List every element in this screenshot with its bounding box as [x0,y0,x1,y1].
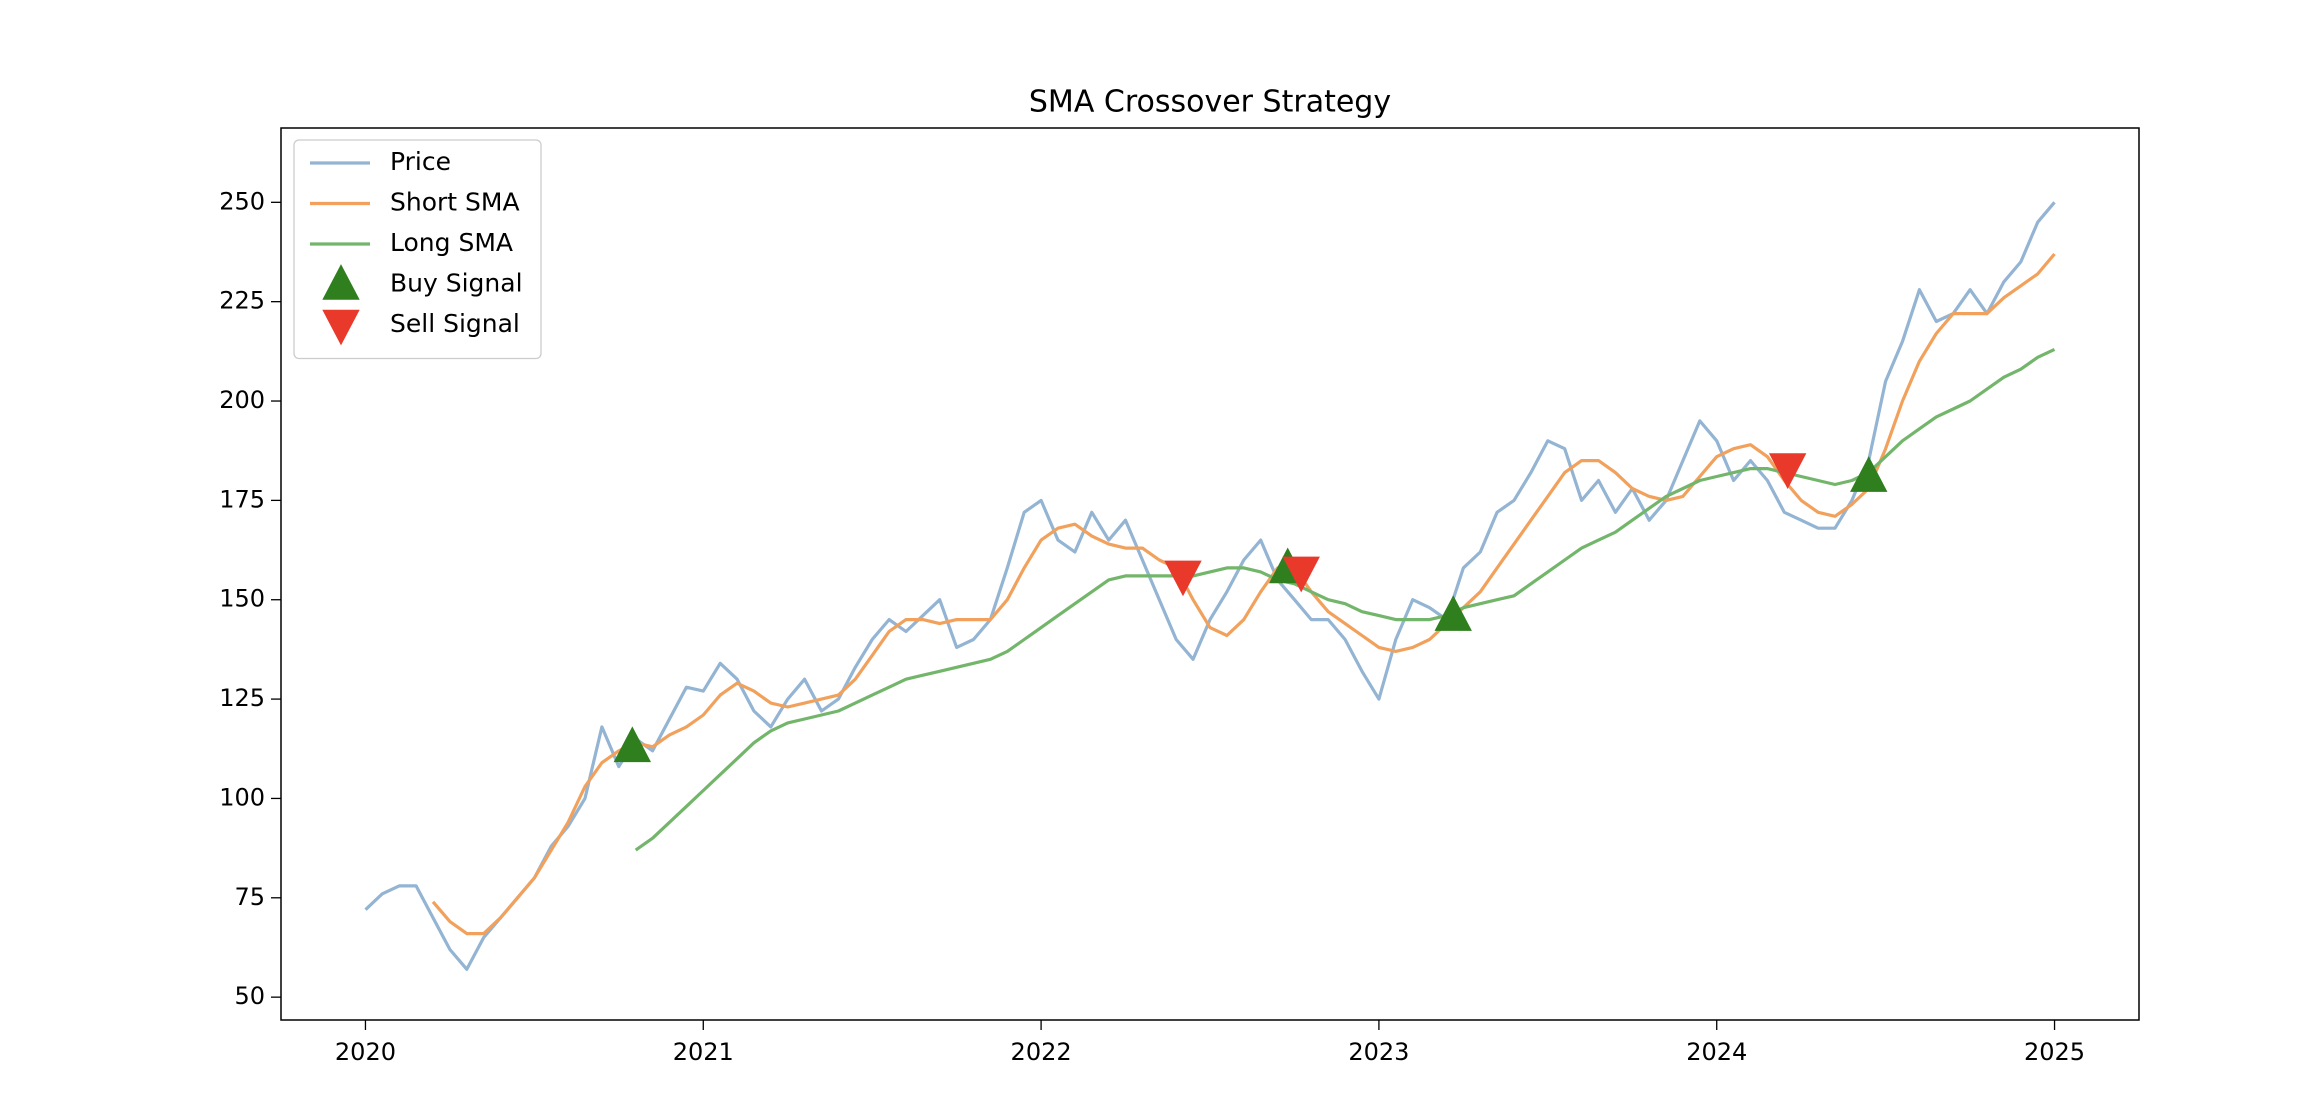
signal-marker [1768,453,1807,489]
y-tick-label: 50 [234,982,265,1010]
x-tick-label: 2021 [673,1038,734,1066]
y-tick-label: 150 [219,585,265,613]
x-tick-label: 2023 [1348,1038,1409,1066]
legend-label: Short SMA [390,188,520,217]
y-tick-label: 200 [219,386,265,414]
y-tick-label: 75 [234,883,265,911]
legend-box [293,139,542,360]
legend-marker [322,264,360,300]
legend-label: Buy Signal [390,269,523,298]
signal-marker [613,726,652,763]
signal-marker [1282,556,1320,593]
y-tick-label: 250 [219,187,265,215]
legend-label: Price [390,147,451,176]
y-tick-label: 225 [219,287,265,315]
y-tick-label: 125 [219,684,265,712]
legend-label: Long SMA [390,228,513,257]
signal-marker [1164,560,1202,597]
x-tick-label: 2025 [2024,1038,2085,1066]
signal-marker [1434,595,1472,631]
series-line [634,347,2056,852]
y-tick-label: 100 [219,783,265,811]
legend-label: Sell Signal [390,309,520,338]
x-tick-label: 2024 [1686,1038,1747,1066]
x-tick-label: 2020 [335,1038,396,1066]
series-line [431,252,2056,936]
plot-frame [280,127,2140,1021]
legend-marker [322,309,360,346]
series-line [364,201,2056,971]
y-tick-label: 175 [219,485,265,513]
signal-marker [1850,456,1888,492]
x-tick-label: 2022 [1011,1038,1072,1066]
chart-title: SMA Crossover Strategy [1029,85,1391,120]
